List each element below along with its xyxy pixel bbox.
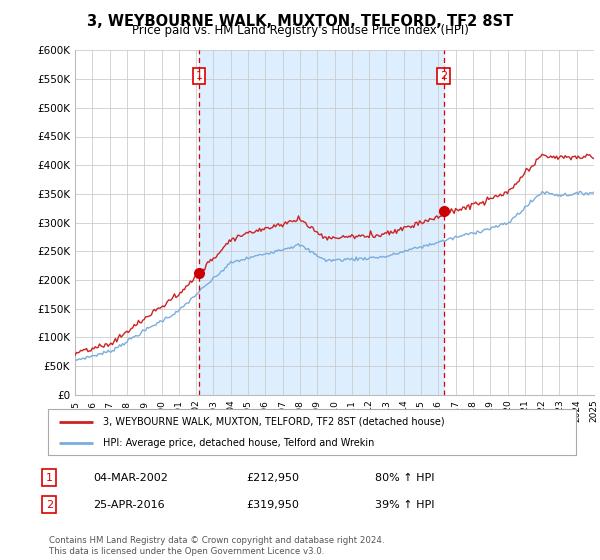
Text: Price paid vs. HM Land Registry's House Price Index (HPI): Price paid vs. HM Land Registry's House … [131, 24, 469, 37]
Bar [199, 50, 444, 395]
Text: 04-MAR-2002: 04-MAR-2002 [93, 473, 168, 483]
Text: Contains HM Land Registry data © Crown copyright and database right 2024.
This d: Contains HM Land Registry data © Crown c… [49, 536, 385, 556]
Text: 3, WEYBOURNE WALK, MUXTON, TELFORD, TF2 8ST: 3, WEYBOURNE WALK, MUXTON, TELFORD, TF2 … [87, 14, 513, 29]
Text: 25-APR-2016: 25-APR-2016 [93, 500, 164, 510]
Text: 1: 1 [196, 71, 203, 81]
Text: 80% ↑ HPI: 80% ↑ HPI [375, 473, 434, 483]
Text: 39% ↑ HPI: 39% ↑ HPI [375, 500, 434, 510]
Text: £319,950: £319,950 [246, 500, 299, 510]
Text: 3, WEYBOURNE WALK, MUXTON, TELFORD, TF2 8ST (detached house): 3, WEYBOURNE WALK, MUXTON, TELFORD, TF2 … [103, 417, 445, 427]
Text: HPI: Average price, detached house, Telford and Wrekin: HPI: Average price, detached house, Telf… [103, 438, 375, 448]
Text: 2: 2 [440, 71, 448, 81]
Text: 2: 2 [46, 500, 53, 510]
Text: 1: 1 [46, 473, 53, 483]
Text: £212,950: £212,950 [246, 473, 299, 483]
